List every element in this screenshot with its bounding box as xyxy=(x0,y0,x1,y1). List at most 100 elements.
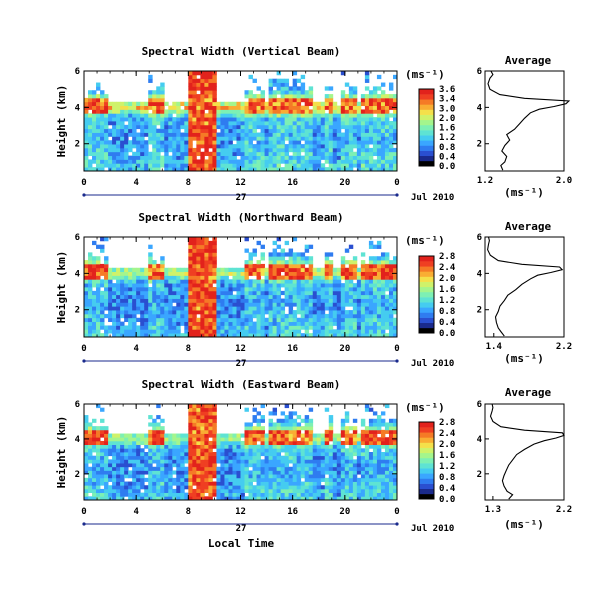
heatmap-cell xyxy=(316,463,322,468)
heatmap-cell xyxy=(344,113,350,118)
heatmap-cell xyxy=(248,155,253,160)
heatmap-cell xyxy=(240,117,245,122)
heatmap-cell xyxy=(240,477,245,482)
heatmap-cell xyxy=(224,283,229,288)
heatmap-cell xyxy=(340,329,346,334)
heatmap-cell xyxy=(176,333,181,338)
heatmap-cell xyxy=(252,97,257,103)
heatmap-cell xyxy=(292,496,298,501)
heatmap-cell xyxy=(348,279,354,284)
heatmap-cell xyxy=(280,267,286,273)
heatmap-cell xyxy=(240,433,245,438)
heatmap-cell xyxy=(228,485,233,490)
heatmap-cell xyxy=(276,113,282,118)
heatmap-cell xyxy=(128,128,133,133)
heatmap-cell xyxy=(244,151,249,157)
heatmap-cell xyxy=(212,117,217,122)
heatmap-cell xyxy=(144,463,149,468)
heatmap-cell xyxy=(388,260,394,265)
heatmap-cell xyxy=(164,437,169,442)
heatmap-cell xyxy=(216,333,221,338)
heatmap-cell xyxy=(364,71,370,76)
heatmap-cell xyxy=(132,325,137,330)
heatmap-cell xyxy=(268,333,273,338)
heatmap-cell xyxy=(316,321,322,326)
heatmap-cell xyxy=(372,267,378,273)
heatmap-cell xyxy=(228,474,233,479)
heatmap-cell xyxy=(244,496,249,501)
heatmap-cell xyxy=(392,496,398,501)
heatmap-cell xyxy=(128,283,133,288)
heatmap-cell xyxy=(236,302,241,307)
heatmap-cell xyxy=(116,448,121,453)
heatmap-cell xyxy=(128,459,133,464)
heatmap-cell xyxy=(264,132,269,137)
heatmap-cell xyxy=(240,470,245,475)
heatmap-cell xyxy=(92,298,97,303)
heatmap-cell xyxy=(376,263,382,269)
heatmap-cell xyxy=(196,109,201,114)
heatmap-cell xyxy=(388,310,394,315)
heatmap-cell xyxy=(124,167,129,172)
heatmap-cell xyxy=(104,474,109,479)
heatmap-cell xyxy=(368,290,374,296)
heatmap-cell xyxy=(208,275,213,280)
heatmap-cell xyxy=(320,128,326,133)
heatmap-cell xyxy=(384,263,390,269)
heatmap-cell xyxy=(196,426,201,431)
heatmap-cell xyxy=(144,444,149,449)
heatmap-cell xyxy=(188,302,193,307)
heatmap-cell xyxy=(200,404,205,409)
heatmap-cell xyxy=(128,298,133,303)
heatmap-cell xyxy=(204,477,209,482)
heatmap-cell xyxy=(88,485,93,490)
heatmap-cell xyxy=(212,252,217,257)
heatmap-cell xyxy=(132,333,137,338)
heatmap-cell xyxy=(216,151,221,157)
heatmap-cell xyxy=(172,136,177,141)
heatmap-cell xyxy=(188,496,193,501)
heatmap-cell xyxy=(320,124,326,130)
heatmap-cell xyxy=(388,422,394,427)
heatmap-cell xyxy=(320,310,326,315)
heatmap-cell xyxy=(260,244,265,249)
heatmap-cell xyxy=(104,155,109,160)
heatmap-cell xyxy=(232,155,237,160)
heatmap-cell xyxy=(204,86,209,91)
heatmap-cell xyxy=(92,459,97,464)
heatmap-cell xyxy=(264,477,269,482)
heatmap-cell xyxy=(180,444,185,449)
heatmap-cell xyxy=(196,267,201,273)
heatmap-cell xyxy=(172,321,177,326)
heatmap-cell xyxy=(124,329,129,334)
heatmap-cell xyxy=(132,275,137,280)
heatmap-cell xyxy=(228,147,233,153)
heatmap-cell xyxy=(224,477,229,482)
heatmap-cell xyxy=(112,306,117,311)
heatmap-cell xyxy=(324,290,330,296)
heatmap-cell xyxy=(248,329,253,334)
heatmap-cell xyxy=(232,310,237,315)
heatmap-cell xyxy=(128,313,133,319)
heatmap-cell xyxy=(188,459,193,464)
heatmap-cell xyxy=(288,415,294,420)
heatmap-cell xyxy=(316,306,322,311)
heatmap-cell xyxy=(160,260,165,265)
heatmap-cell xyxy=(240,101,245,107)
heatmap-cell xyxy=(272,260,278,265)
heatmap-cell xyxy=(256,418,261,423)
heatmap-cell xyxy=(268,440,273,446)
heatmap-cell xyxy=(264,290,269,296)
heatmap-cell xyxy=(320,452,326,457)
heatmap-cell xyxy=(296,294,302,299)
heatmap-cell xyxy=(332,124,338,130)
heatmap-cell xyxy=(124,132,129,137)
heatmap-cell xyxy=(208,283,213,288)
heatmap-cell xyxy=(344,440,350,446)
heatmap-cell xyxy=(168,444,173,449)
heatmap-cell xyxy=(88,159,93,164)
heatmap-cell xyxy=(252,298,257,303)
x-tick-label: 0 xyxy=(394,178,399,188)
heatmap-cell xyxy=(104,448,109,453)
heatmap-cell xyxy=(124,466,129,471)
